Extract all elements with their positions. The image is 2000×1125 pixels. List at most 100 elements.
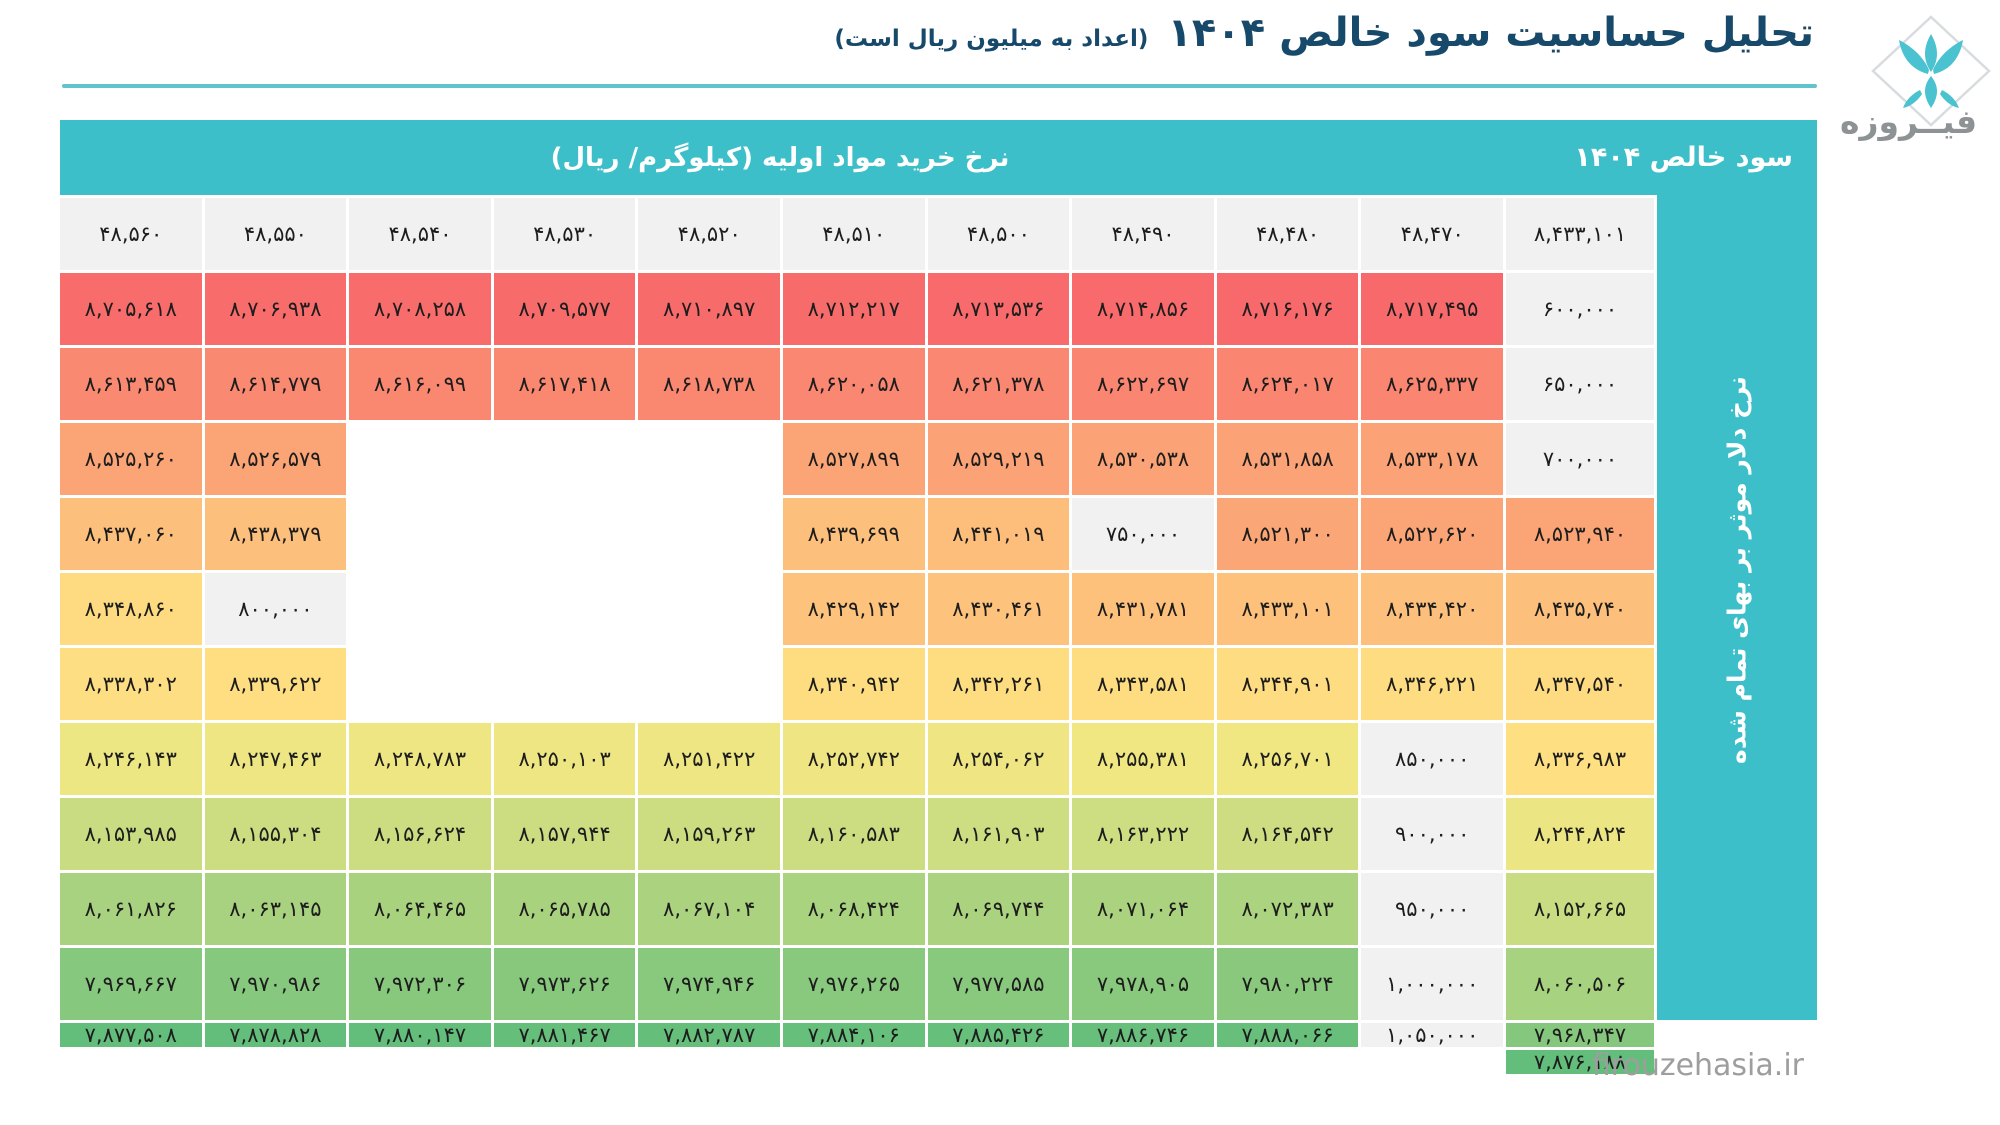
heatmap-cell: ۸,۵۲۱,۳۰۰ <box>1216 498 1359 570</box>
heatmap-cell: ۸,۷۰۶,۹۳۸ <box>204 273 347 345</box>
heatmap-cell: ۷,۸۸۵,۴۲۶ <box>927 1023 1070 1047</box>
heatmap-cell: ۷,۹۷۸,۹۰۵ <box>1072 948 1214 1020</box>
brand-logo: فیــروزه <box>1840 14 1992 148</box>
heatmap-cell: ۷,۸۸۸,۰۶۶ <box>1216 1023 1359 1047</box>
heatmap-cell: ۸,۳۴۷,۵۴۰ <box>1506 648 1654 720</box>
heatmap-cell: ۸,۳۳۸,۳۰۲ <box>60 648 202 720</box>
heatmap-cell: ۸,۰۶۹,۷۴۴ <box>927 873 1070 945</box>
heatmap-cell: ۸,۶۲۰,۰۵۸ <box>783 348 925 420</box>
heatmap-cell: ۸,۱۶۱,۹۰۳ <box>927 798 1070 870</box>
row-header-cell: ۷۵۰,۰۰۰ <box>1072 498 1214 570</box>
page-title-note: (اعداد به میلیون ریال است) <box>834 26 1149 52</box>
heatmap-cell: ۸,۱۵۲,۶۶۵ <box>1506 873 1654 945</box>
row-header-cell: ۹۵۰,۰۰۰ <box>1361 873 1503 945</box>
heatmap-cell: ۸,۳۴۰,۹۴۲ <box>783 648 925 720</box>
heatmap-cell: ۸,۶۲۲,۶۹۷ <box>1072 348 1214 420</box>
heatmap-cell: ۷,۸۷۶,۱۸۸ <box>1506 1050 1654 1074</box>
heatmap-cell: ۸,۰۶۴,۴۶۵ <box>349 873 491 945</box>
heatmap-cell: ۸,۰۶۸,۴۲۴ <box>783 873 925 945</box>
heatmap-cell: ۸,۱۵۷,۹۴۴ <box>493 798 636 870</box>
heatmap-cell: ۸,۷۱۶,۱۷۶ <box>1216 273 1359 345</box>
heatmap-cell: ۸,۰۶۵,۷۸۵ <box>493 873 636 945</box>
heatmap-cell: ۸,۵۲۷,۸۹۹ <box>783 423 925 495</box>
heatmap-cell: ۷,۹۷۲,۳۰۶ <box>349 948 491 1020</box>
column-header-cell: ۴۸,۴۸۰ <box>1216 198 1359 270</box>
heatmap-cell: ۸,۳۴۸,۸۶۰ <box>60 573 202 645</box>
heatmap-cell: ۸,۴۳۸,۳۷۹ <box>204 498 347 570</box>
heatmap-cell: ۸,۲۵۵,۳۸۱ <box>1072 723 1214 795</box>
heatmap-cell: ۸,۷۱۲,۲۱۷ <box>783 273 925 345</box>
logo-ornament-icon <box>1899 34 1963 108</box>
heatmap-cell: ۸,۵۳۰,۵۳۸ <box>1072 423 1214 495</box>
heatmap-cell: ۸,۶۱۳,۴۵۹ <box>60 348 202 420</box>
heatmap-cell: ۷,۹۷۶,۲۶۵ <box>783 948 925 1020</box>
row-header-cell: ۱,۰۰۰,۰۰۰ <box>1361 948 1503 1020</box>
heatmap-cell: ۸,۶۲۵,۳۳۷ <box>1361 348 1503 420</box>
heatmap-cell: ۸,۳۳۶,۹۸۳ <box>1506 723 1654 795</box>
column-header-cell: ۴۸,۵۳۰ <box>493 198 636 270</box>
heatmap-cell: ۸,۰۶۷,۱۰۴ <box>638 873 780 945</box>
heatmap-cell: ۸,۴۳۰,۴۶۱ <box>927 573 1070 645</box>
heatmap-cell: ۸,۵۲۶,۵۷۹ <box>204 423 347 495</box>
heatmap-cell: ۸,۶۱۴,۷۷۹ <box>204 348 347 420</box>
heatmap-cell: ۸,۱۵۳,۹۸۵ <box>60 798 202 870</box>
heatmap-cell: ۸,۵۲۳,۹۴۰ <box>1506 498 1654 570</box>
heatmap-cell: ۸,۱۵۶,۶۲۴ <box>349 798 491 870</box>
x-axis-band <box>60 120 1817 195</box>
heatmap-cell: ۸,۱۶۴,۵۴۲ <box>1216 798 1359 870</box>
base-profit-cell: ۸,۴۳۳,۱۰۱ <box>1506 198 1654 270</box>
row-header-cell: ۸۰۰,۰۰۰ <box>204 573 347 645</box>
heatmap-cell: ۸,۴۳۴,۴۲۰ <box>1361 573 1503 645</box>
heatmap-cell: ۸,۲۵۴,۰۶۲ <box>927 723 1070 795</box>
heatmap-cell: ۸,۶۲۴,۰۱۷ <box>1216 348 1359 420</box>
heatmap-cell: ۸,۴۳۱,۷۸۱ <box>1072 573 1214 645</box>
highlight-box <box>346 420 783 723</box>
heatmap-cell: ۸,۷۰۵,۶۱۸ <box>60 273 202 345</box>
heatmap-cell: ۸,۶۱۶,۰۹۹ <box>349 348 491 420</box>
heatmap-cell: ۸,۷۱۳,۵۳۶ <box>927 273 1070 345</box>
column-header-cell: ۴۸,۵۶۰ <box>60 198 202 270</box>
column-header-cell: ۴۸,۵۴۰ <box>349 198 491 270</box>
heatmap-cell: ۷,۹۷۴,۹۴۶ <box>638 948 780 1020</box>
heatmap-cell: ۷,۸۸۴,۱۰۶ <box>783 1023 925 1047</box>
heatmap-cell: ۷,۸۷۷,۵۰۸ <box>60 1023 202 1047</box>
heatmap-cell: ۷,۹۶۸,۳۴۷ <box>1506 1023 1654 1047</box>
heatmap-cell: ۸,۵۲۵,۲۶۰ <box>60 423 202 495</box>
heatmap-cell: ۷,۸۸۱,۴۶۷ <box>493 1023 636 1047</box>
heatmap-cell: ۸,۴۳۹,۶۹۹ <box>783 498 925 570</box>
heatmap-cell: ۸,۷۱۰,۸۹۷ <box>638 273 780 345</box>
heatmap-cell: ۷,۹۶۹,۶۶۷ <box>60 948 202 1020</box>
x-axis-title: نرخ خرید مواد اولیه (کیلوگرم/ ریال) <box>550 142 1010 173</box>
heatmap-cell: ۸,۷۱۴,۸۵۶ <box>1072 273 1214 345</box>
heatmap-cell: ۸,۲۵۱,۴۲۲ <box>638 723 780 795</box>
y-axis-band <box>1657 120 1817 1020</box>
heatmap-cell: ۸,۰۶۰,۵۰۶ <box>1506 948 1654 1020</box>
heatmap-cell: ۸,۵۲۲,۶۲۰ <box>1361 498 1503 570</box>
heatmap-cell: ۸,۶۱۷,۴۱۸ <box>493 348 636 420</box>
heatmap-cell: ۷,۸۷۸,۸۲۸ <box>204 1023 347 1047</box>
heatmap-grid: ۸,۴۳۳,۱۰۱ ۴۸,۴۷۰ ۴۸,۴۸۰ ۴۸,۴۹۰ ۴۸,۵۰۰ ۴۸,۵۱۰ ۴… <box>60 198 1654 1074</box>
heatmap-cell: ۷,۸۸۲,۷۸۷ <box>638 1023 780 1047</box>
heatmap-cell: ۸,۲۴۴,۸۲۴ <box>1506 798 1654 870</box>
row-header-cell: ۱,۰۵۰,۰۰۰ <box>1361 1023 1503 1047</box>
page-title-main: تحلیل حساسیت سود خالص ۱۴۰۴ <box>1167 10 1814 56</box>
heatmap-cell: ۸,۲۵۲,۷۴۲ <box>783 723 925 795</box>
heatmap-cell: ۸,۳۴۳,۵۸۱ <box>1072 648 1214 720</box>
heatmap-cell: ۸,۲۵۶,۷۰۱ <box>1216 723 1359 795</box>
heatmap-cell: ۸,۴۳۷,۰۶۰ <box>60 498 202 570</box>
heatmap-cell: ۸,۳۴۶,۲۲۱ <box>1361 648 1503 720</box>
heatmap-cell: ۸,۱۵۵,۳۰۴ <box>204 798 347 870</box>
heatmap-cell: ۸,۵۲۹,۲۱۹ <box>927 423 1070 495</box>
logo-wordmark: فیــروزه <box>1840 102 1978 141</box>
heatmap-cell: ۷,۹۷۰,۹۸۶ <box>204 948 347 1020</box>
website-link[interactable]: firouzehasia.ir <box>1591 1048 1804 1083</box>
sensitivity-table: نرخ خرید مواد اولیه (کیلوگرم/ ریال) سود … <box>60 120 1817 1074</box>
heatmap-cell: ۸,۵۳۱,۸۵۸ <box>1216 423 1359 495</box>
heatmap-cell: ۸,۰۷۲,۳۸۳ <box>1216 873 1359 945</box>
logo-diamond-icon <box>1871 15 1991 127</box>
row-header-cell: ۹۰۰,۰۰۰ <box>1361 798 1503 870</box>
heatmap-cell: ۸,۰۶۳,۱۴۵ <box>204 873 347 945</box>
heatmap-cell: ۷,۹۸۰,۲۲۴ <box>1216 948 1359 1020</box>
heatmap-cell: ۸,۲۴۶,۱۴۳ <box>60 723 202 795</box>
